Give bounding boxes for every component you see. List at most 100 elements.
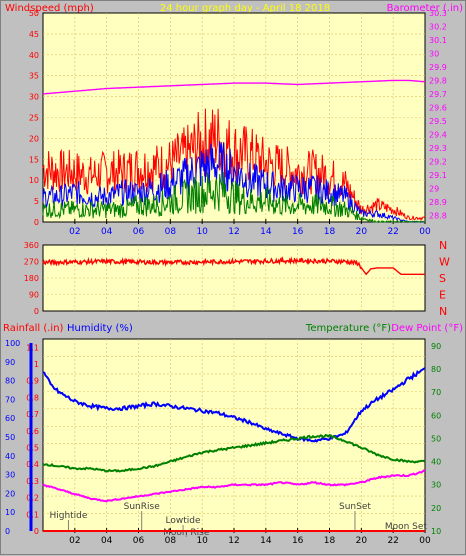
temperature-x-tick-label: 10 <box>196 536 208 546</box>
temperature-y-tick-label: 90 <box>431 342 441 351</box>
wind-y-tick-label: 30 <box>29 93 39 102</box>
barometer-y-tick-label: 29.4 <box>429 130 447 139</box>
compass-label: E <box>439 289 446 302</box>
humidity-y-tick-label: 100 <box>5 339 20 348</box>
rainfall-y-tick-label: 0.4 <box>26 460 39 469</box>
barometer-y-tick-label: 28.8 <box>429 211 447 220</box>
wind-series-average <box>42 141 425 223</box>
temperature-y-tick-label: 60 <box>431 411 441 420</box>
temperature-axis-title: Temperature (°F) <box>305 323 391 334</box>
rainfall-y-tick-label: 0.5 <box>26 444 39 453</box>
temperature-series-dewpoint <box>42 469 426 503</box>
direction-series-direction <box>42 256 425 276</box>
event-label: Moon Set <box>385 522 428 532</box>
humidity-y-tick-label: 80 <box>5 377 15 386</box>
wind-series-barometer <box>42 79 426 95</box>
barometer-y-tick-label: 30.1 <box>429 36 447 45</box>
temperature-x-tick-label: 16 <box>292 536 304 546</box>
wind-x-tick-label: 22 <box>387 227 398 237</box>
barometer-y-tick-label: 29.8 <box>429 76 447 85</box>
rainfall-y-tick-label: 0.8 <box>26 393 39 402</box>
event-label: SunSet <box>339 502 371 512</box>
wind-y-tick-label: 15 <box>29 155 39 164</box>
barometer-y-tick-label: 29.6 <box>429 103 447 112</box>
humidity-y-tick-label: 20 <box>5 489 15 498</box>
humidity-y-tick-label: 40 <box>5 452 15 461</box>
wind-y-tick-label: 35 <box>29 72 39 81</box>
temperature-x-tick-label: 08 <box>165 536 177 546</box>
temperature-series-humidity <box>42 367 426 443</box>
barometer-y-tick-label: 30 <box>429 49 439 58</box>
temperature-x-tick-label: 18 <box>324 536 336 546</box>
barometer-y-tick-label: 30.2 <box>429 22 447 31</box>
rainfall-y-tick-label: 0.1 <box>26 510 39 519</box>
barometer-y-tick-label: 29.1 <box>429 171 447 180</box>
compass-label: S <box>439 272 446 285</box>
temperature-x-tick-label: 04 <box>101 536 113 546</box>
rainfall-y-tick-label: 1 <box>34 360 39 369</box>
wind-x-tick-label: 08 <box>165 227 177 237</box>
chart-title: 24 hour graph day - April 18 2018 <box>160 3 330 14</box>
barometer-y-tick-label: 29.9 <box>429 63 447 72</box>
temperature-x-tick-label: 22 <box>387 536 398 546</box>
humidity-y-tick-label: 0 <box>5 527 10 536</box>
dewpoint-axis-title: Dew Point (°F) <box>391 323 463 334</box>
barometer-y-tick-label: 28.9 <box>429 198 447 207</box>
humidity-axis-title: Humidity (%) <box>67 323 133 334</box>
barometer-y-tick-label: 30.3 <box>429 9 447 18</box>
wind-y-tick-label: 20 <box>29 134 39 143</box>
direction-y-tick-label: 90 <box>29 291 39 300</box>
barometer-y-tick-label: 29.5 <box>429 117 447 126</box>
humidity-y-tick-label: 50 <box>5 433 15 442</box>
temperature-x-tick-label: 06 <box>133 536 145 546</box>
direction-y-tick-label: 180 <box>24 274 39 283</box>
barometer-y-tick-label: 29.7 <box>429 90 447 99</box>
wind-x-tick-label: 16 <box>292 227 304 237</box>
barometer-y-tick-label: 29.2 <box>429 157 447 166</box>
humidity-y-tick-label: 90 <box>5 358 15 367</box>
temperature-x-tick-label: 20 <box>356 536 368 546</box>
wind-y-tick-label: 25 <box>29 114 39 123</box>
temperature-x-tick-label: 12 <box>228 536 239 546</box>
rainfall-axis-title: Rainfall (.in) <box>3 323 64 334</box>
event-label: Hightide <box>49 511 87 521</box>
wind-axis-title: Windspeed (mph) <box>5 3 94 14</box>
event-label: Lowtide <box>166 516 201 526</box>
rainfall-y-tick-label: 0.9 <box>26 377 39 386</box>
humidity-y-tick-label: 10 <box>5 508 15 517</box>
temperature-x-tick-label: 02 <box>69 536 80 546</box>
wind-y-tick-label: 0 <box>34 218 39 227</box>
rainfall-y-tick-label: 0 <box>34 527 39 536</box>
wind-x-tick-label: 18 <box>324 227 336 237</box>
wind-x-tick-label: 14 <box>260 227 272 237</box>
wind-y-tick-label: 50 <box>29 9 39 18</box>
temperature-x-tick-label: 00 <box>419 536 431 546</box>
rainfall-y-tick-label: 0.2 <box>26 494 39 503</box>
barometer-axis-title: Barometer (.in) <box>387 3 463 14</box>
wind-series-wind <box>42 171 426 223</box>
wind-y-tick-label: 10 <box>29 176 39 185</box>
wind-x-tick-label: 10 <box>196 227 208 237</box>
direction-y-tick-label: 360 <box>24 241 39 250</box>
barometer-y-tick-label: 29 <box>429 184 439 193</box>
temperature-series-temperature <box>42 433 426 473</box>
direction-y-tick-label: 270 <box>24 258 39 267</box>
wind-x-tick-label: 06 <box>133 227 145 237</box>
rainfall-y-tick-label: 1.1 <box>26 343 39 352</box>
wind-x-tick-label: 04 <box>101 227 113 237</box>
wind-x-tick-label: 02 <box>69 227 80 237</box>
temperature-y-tick-label: 20 <box>431 504 441 513</box>
wind-y-tick-label: 40 <box>29 51 39 60</box>
temperature-y-tick-label: 30 <box>431 481 441 490</box>
wind-x-tick-label: 00 <box>419 227 431 237</box>
rainfall-y-tick-label: 0.3 <box>26 477 39 486</box>
temperature-y-tick-label: 80 <box>431 365 441 374</box>
direction-y-tick-label: 0 <box>34 307 39 316</box>
compass-label: W <box>439 256 450 269</box>
humidity-y-tick-label: 70 <box>5 395 15 404</box>
temperature-y-tick-label: 50 <box>431 434 441 443</box>
wind-y-tick-label: 45 <box>29 30 39 39</box>
event-label: Moon Rise <box>163 528 210 538</box>
